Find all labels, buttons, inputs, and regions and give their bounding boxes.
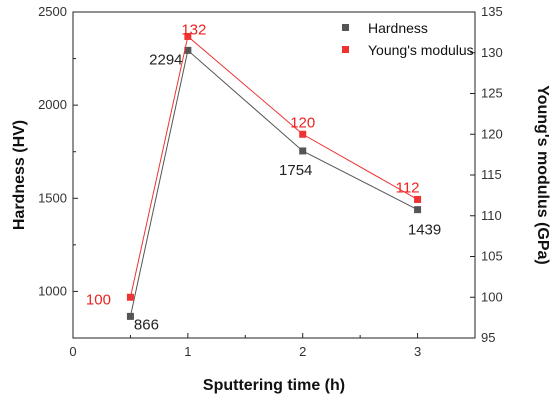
y-axis-left-title: Hardness (HV) xyxy=(11,120,28,230)
data-label: 1754 xyxy=(279,162,312,179)
x-tick-label: 0 xyxy=(69,344,76,359)
data-label: 1439 xyxy=(408,222,441,239)
plot-frame xyxy=(72,11,476,339)
data-point xyxy=(414,206,422,214)
y-left-tick-label: 2500 xyxy=(38,4,67,19)
data-point xyxy=(299,130,307,138)
y-right-tick-label: 125 xyxy=(481,86,503,101)
y-left-tick-label: 2000 xyxy=(38,97,67,112)
y-axis-right-title: Young's modulus (GPa) xyxy=(534,85,550,265)
data-label: 132 xyxy=(181,21,206,38)
x-tick-label: 1 xyxy=(184,344,191,359)
y-right-tick-label: 100 xyxy=(481,289,503,304)
y-right-tick-label: 135 xyxy=(481,4,503,19)
axis-ticks: 0 1 2 3 1000 1500 2000 2500 95 100 105 110 115 120 125… xyxy=(38,4,503,359)
data-label: 120 xyxy=(290,114,315,131)
data-label: 2294 xyxy=(149,51,182,68)
y-right-tick-label: 95 xyxy=(481,330,495,345)
data-point xyxy=(414,195,422,203)
x-tick-label: 3 xyxy=(414,344,421,359)
data-label: 866 xyxy=(134,316,159,333)
data-point xyxy=(126,312,134,320)
data-point xyxy=(184,46,192,54)
y-right-tick-label: 105 xyxy=(481,249,503,264)
y-left-tick-label: 1500 xyxy=(38,190,67,205)
y-right-tick-label: 120 xyxy=(481,126,503,141)
data-point xyxy=(126,293,134,301)
data-point xyxy=(184,32,192,40)
legend-marker xyxy=(342,24,349,31)
y-left-tick-label: 1000 xyxy=(38,283,67,298)
y-right-tick-label: 110 xyxy=(481,208,502,223)
plot-border xyxy=(72,11,476,339)
series-line-hardness xyxy=(129,49,418,317)
y-right-tick-label: 130 xyxy=(481,45,503,60)
series-group xyxy=(126,32,422,320)
data-label: 100 xyxy=(86,291,111,308)
legend: Hardness Young's modulus xyxy=(342,20,474,58)
series-line-youngs-modulus xyxy=(129,35,418,298)
data-label: 112 xyxy=(396,179,420,196)
x-axis-title: Sputtering time (h) xyxy=(203,377,345,394)
legend-label: Young's modulus xyxy=(368,42,474,58)
y-right-tick-label: 115 xyxy=(481,167,502,182)
x-tick-label: 2 xyxy=(299,344,306,359)
data-point xyxy=(299,147,307,155)
legend-label: Hardness xyxy=(368,20,428,36)
data-labels: 866 2294 1754 1439 100 132 120 112 xyxy=(86,21,441,333)
legend-marker xyxy=(342,46,349,53)
